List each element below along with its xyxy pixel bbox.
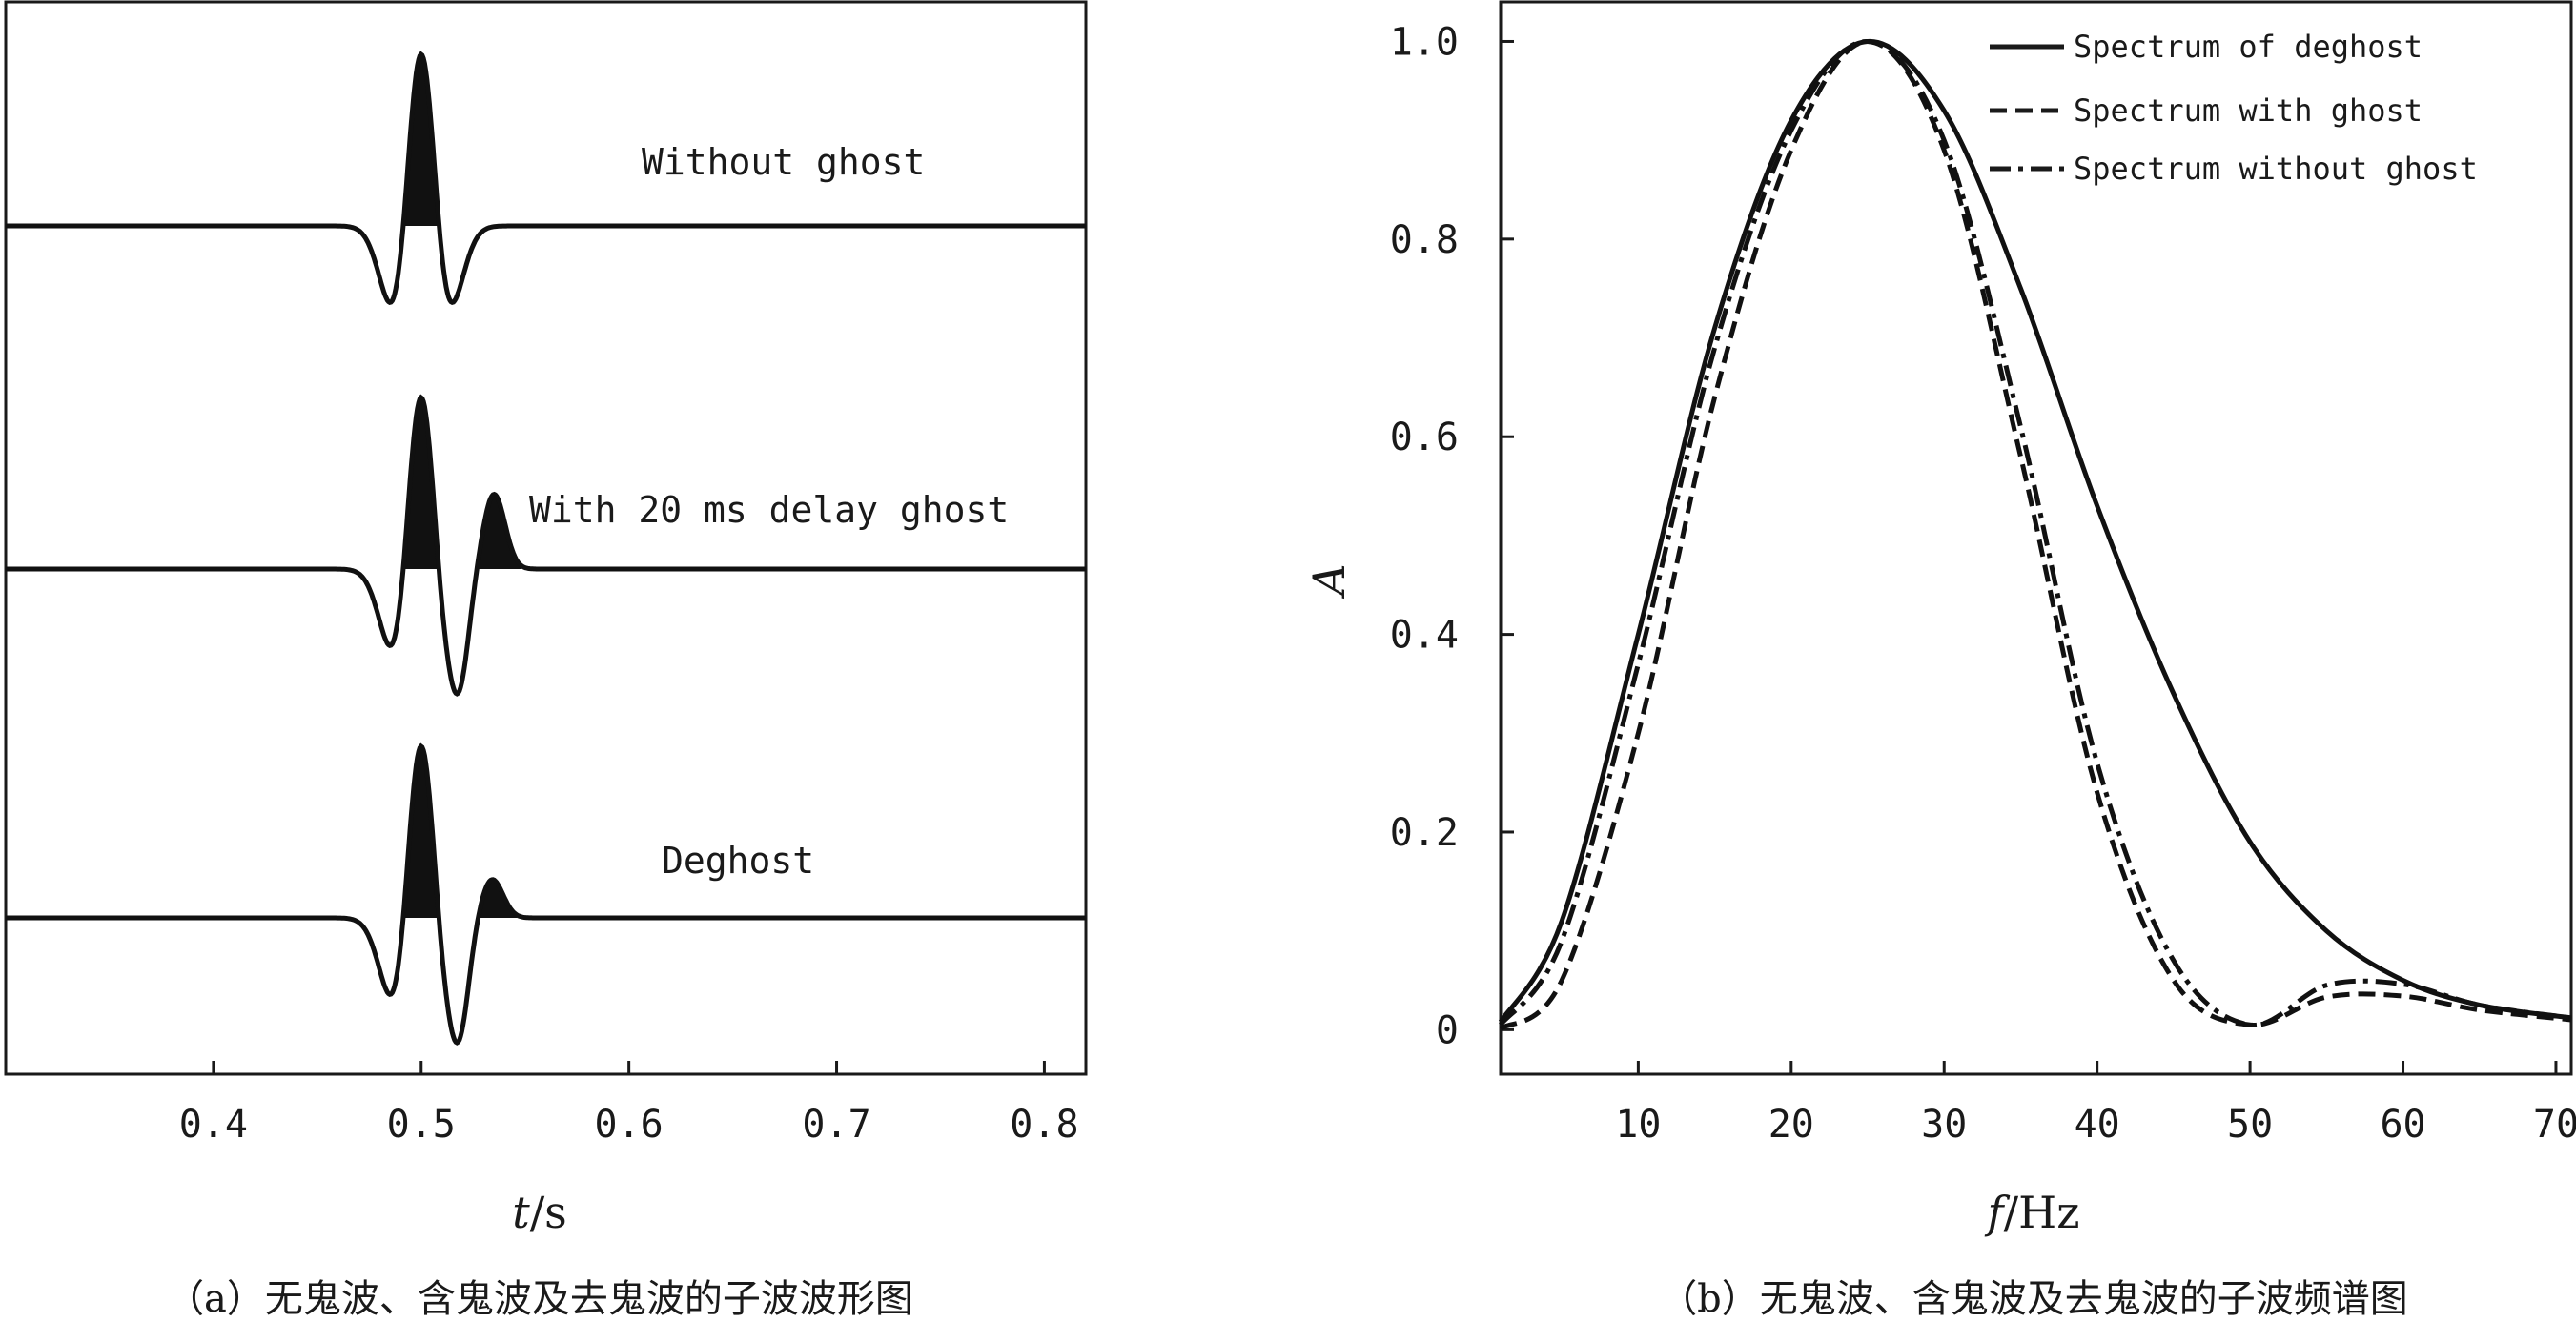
panel-b-series (1498, 38, 2572, 1031)
x-axis-var-t: t (512, 1187, 530, 1238)
trace-fill-without-ghost (404, 54, 440, 226)
trace-fill-with-20-ms-delay-ghost (404, 397, 522, 569)
panel-b-frame (1499, 0, 2573, 1076)
y-tick-label: 0 (1436, 1008, 1459, 1052)
caption-b: （b）无鬼波、含鬼波及去鬼波的子波频谱图 (1659, 1277, 2408, 1321)
legend-label-without-ghost: Spectrum without ghost (2074, 151, 2478, 187)
panel-a-x-axis-title: t/s (512, 1187, 567, 1238)
panel-a-waveforms: 0.4 0.5 0.6 0.7 0.8 Without ghost With 20 ms… (4, 0, 1088, 1321)
trace-label-deghost: Deghost (662, 840, 814, 882)
trace-fill-deghost (404, 746, 518, 918)
legend-label-deghost: Spectrum of deghost (2074, 29, 2423, 65)
x-axis-unit-s: /s (530, 1187, 567, 1238)
y-tick-label: 1.0 (1390, 20, 1459, 64)
panel-b-y-ticks: 0 0.2 0.4 0.6 0.8 1.0 (1390, 20, 1514, 1052)
panel-b-y-axis-title: A (1303, 563, 1355, 599)
series-line-spectrum-with-ghost (1499, 38, 2572, 1031)
x-tick-label: 50 (2227, 1103, 2273, 1147)
x-tick-label: 60 (2380, 1103, 2425, 1147)
trace-line-without-ghost (6, 51, 1086, 305)
y-tick-label: 0.4 (1390, 614, 1459, 658)
panel-a-traces (6, 51, 1086, 1046)
legend: Spectrum of deghost Spectrum with ghost … (1990, 29, 2478, 187)
x-tick-label: 0.5 (387, 1103, 456, 1147)
trace-label-without-ghost: Without ghost (642, 141, 925, 183)
panel-a-frame (4, 0, 1088, 1076)
x-tick-label: 0.8 (1010, 1103, 1078, 1147)
series-line-spectrum-without-ghost (1498, 39, 2572, 1027)
series-line-spectrum-of-deghost (1498, 38, 2572, 1024)
x-tick-label: 0.7 (802, 1103, 870, 1147)
x-tick-label: 30 (1921, 1103, 1967, 1147)
y-tick-label: 0.2 (1390, 811, 1459, 855)
trace-line-deghost (6, 742, 1086, 1046)
x-tick-label: 20 (1768, 1103, 1814, 1147)
trace-label-with-ghost: With 20 ms delay ghost (529, 489, 1009, 531)
x-tick-label: 70 (2533, 1103, 2576, 1147)
y-tick-label: 0.8 (1390, 218, 1459, 262)
caption-a: （a）无鬼波、含鬼波及去鬼波的子波波形图 (166, 1277, 913, 1321)
x-axis-unit-hz: /Hz (2004, 1187, 2080, 1238)
panel-a-x-ticks: 0.4 0.5 0.6 0.7 0.8 (179, 1061, 1079, 1147)
y-tick-label: 0.6 (1390, 416, 1459, 459)
x-tick-label: 0.6 (595, 1103, 664, 1147)
panel-b-x-axis-title: f/Hz (1985, 1187, 2080, 1238)
legend-label-with-ghost: Spectrum with ghost (2074, 92, 2423, 129)
panel-b-x-ticks: 10 20 30 40 50 60 70 (1615, 1061, 2576, 1147)
trace-line-with-20-ms-delay-ghost (6, 394, 1086, 697)
panel-b-spectrum: 10 20 30 40 50 60 70 0 0.2 0.4 0.6 0.8 1.0 Spectrum… (1303, 0, 2576, 1321)
x-tick-label: 0.4 (179, 1103, 248, 1147)
x-tick-label: 40 (2075, 1103, 2120, 1147)
x-tick-label: 10 (1615, 1103, 1661, 1147)
